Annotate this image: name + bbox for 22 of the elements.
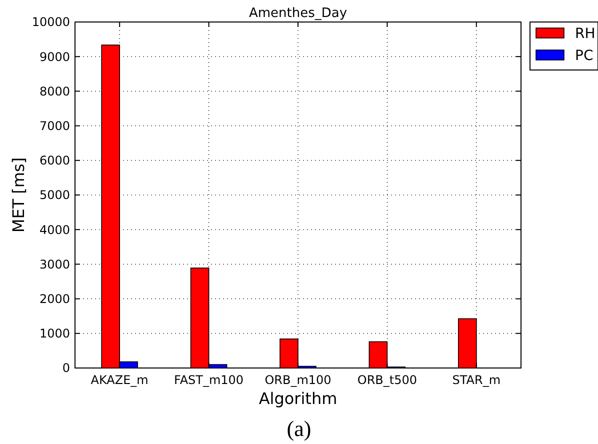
x-tick-label: AKAZE_m [90,373,148,387]
y-tick-label: 10000 [32,15,70,30]
y-tick-label: 8000 [39,84,70,98]
y-tick-label: 3000 [39,257,70,272]
y-tick-label: 2000 [39,292,70,306]
y-tick-label: 0 [62,361,70,376]
x-tick-label: FAST_m100 [174,373,244,387]
y-tick-label: 5000 [39,188,70,202]
legend-label: RH [575,26,596,42]
y-tick-label: 9000 [39,50,70,64]
x-tick-label: ORB_m100 [264,373,332,387]
x-axis-title: Algorithm [258,389,338,408]
text: (a) [286,416,312,441]
y-tick-label: 4000 [39,222,70,237]
y-tick-label: 7000 [39,119,70,133]
x-tick-label: STAR_m [452,373,501,387]
y-axis-title: MET [ms] [9,157,28,233]
legend-label: PC [575,48,594,64]
y-tick-label: 6000 [39,154,70,168]
y-tick-label: 1000 [39,326,70,341]
chart-title: Amenthes_Day [248,6,348,21]
x-tick-label: ORB_t500 [357,373,418,387]
